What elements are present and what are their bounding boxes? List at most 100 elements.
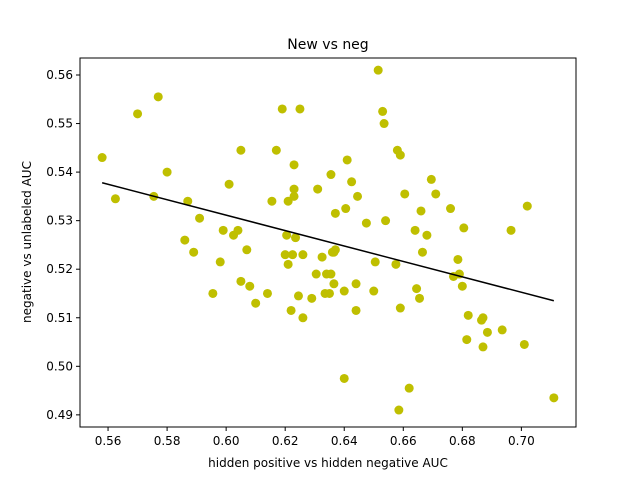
- data-point: [298, 250, 308, 260]
- data-point: [245, 281, 255, 291]
- data-point: [342, 155, 352, 165]
- data-point: [400, 189, 410, 199]
- data-point: [283, 259, 293, 269]
- data-point: [426, 174, 436, 184]
- data-point: [233, 225, 243, 235]
- data-point: [422, 230, 432, 240]
- data-point: [412, 284, 422, 294]
- data-point: [478, 313, 488, 323]
- data-point: [351, 305, 361, 315]
- data-point: [370, 257, 380, 267]
- data-point: [133, 109, 143, 119]
- data-point: [267, 196, 277, 206]
- data-point: [497, 325, 507, 335]
- data-point: [286, 305, 296, 315]
- y-tick-label: 0.55: [46, 117, 73, 131]
- data-point: [394, 405, 404, 415]
- x-tick-label: 0.56: [95, 434, 122, 448]
- y-tick-label: 0.51: [46, 311, 73, 325]
- data-point: [277, 104, 287, 114]
- data-point: [295, 104, 305, 114]
- x-tick-label: 0.58: [154, 434, 181, 448]
- points-layer: [97, 65, 559, 415]
- data-point: [326, 170, 336, 180]
- data-point: [224, 179, 234, 189]
- data-point: [307, 293, 317, 303]
- y-tick-label: 0.56: [46, 68, 73, 82]
- data-point: [189, 247, 199, 257]
- data-point: [271, 145, 281, 155]
- data-point: [457, 281, 467, 291]
- data-point: [353, 191, 363, 201]
- data-point: [311, 269, 321, 279]
- data-point: [97, 153, 107, 163]
- data-point: [416, 206, 426, 216]
- data-point: [459, 223, 469, 233]
- data-point: [280, 250, 290, 260]
- data-point: [462, 335, 472, 345]
- data-point: [549, 393, 559, 403]
- data-point: [339, 373, 349, 383]
- chart-title: New vs neg: [287, 37, 368, 53]
- data-point: [162, 167, 172, 177]
- data-point: [395, 303, 405, 313]
- data-point: [463, 310, 473, 320]
- data-point: [330, 245, 340, 255]
- data-point: [236, 276, 246, 286]
- data-point: [289, 191, 299, 201]
- data-point: [410, 225, 420, 235]
- data-point: [446, 204, 456, 214]
- data-point: [347, 177, 357, 187]
- data-point: [391, 259, 401, 269]
- data-point: [215, 257, 225, 267]
- data-point: [415, 293, 425, 303]
- data-point: [324, 288, 334, 298]
- data-point: [282, 230, 292, 240]
- data-point: [293, 291, 303, 301]
- data-point: [522, 201, 532, 211]
- x-tick-label: 0.60: [213, 434, 240, 448]
- x-tick-label: 0.66: [390, 434, 417, 448]
- data-point: [381, 216, 391, 226]
- data-point: [369, 286, 379, 296]
- data-point: [262, 288, 272, 298]
- data-point: [373, 65, 383, 75]
- y-axis-ticks: 0.49 0.50 0.51 0.52 0.53 0.54 0.55 0.56: [46, 68, 80, 422]
- x-tick-label: 0.64: [331, 434, 358, 448]
- y-axis-label: negative vs unlabeled AUC: [20, 161, 34, 323]
- data-point: [326, 269, 336, 279]
- data-point: [506, 225, 516, 235]
- data-point: [329, 279, 339, 289]
- data-point: [153, 92, 163, 102]
- data-point: [379, 119, 389, 129]
- trend-line: [101, 182, 555, 302]
- plot-frame: [79, 57, 577, 428]
- y-tick-label: 0.49: [46, 408, 73, 422]
- data-point: [208, 288, 218, 298]
- data-point: [378, 106, 388, 116]
- data-point: [289, 160, 299, 170]
- y-tick-label: 0.52: [46, 262, 73, 276]
- data-point: [431, 189, 441, 199]
- data-point: [298, 313, 308, 323]
- x-tick-label: 0.68: [449, 434, 476, 448]
- data-point: [341, 204, 351, 214]
- y-tick-label: 0.54: [46, 165, 73, 179]
- x-tick-label: 0.70: [508, 434, 535, 448]
- x-axis-ticks: 0.56 0.58 0.60 0.62 0.64 0.66 0.68 0.70: [95, 427, 535, 448]
- data-point: [478, 342, 488, 352]
- data-point: [351, 279, 361, 289]
- data-point: [453, 254, 463, 264]
- data-point: [288, 250, 298, 260]
- data-point: [236, 145, 246, 155]
- data-point: [110, 194, 120, 204]
- data-point: [251, 298, 261, 308]
- data-point: [195, 213, 205, 223]
- data-point: [180, 235, 190, 245]
- y-tick-label: 0.50: [46, 359, 73, 373]
- data-point: [242, 245, 252, 255]
- trend-line-layer: [101, 182, 555, 302]
- data-point: [404, 383, 414, 393]
